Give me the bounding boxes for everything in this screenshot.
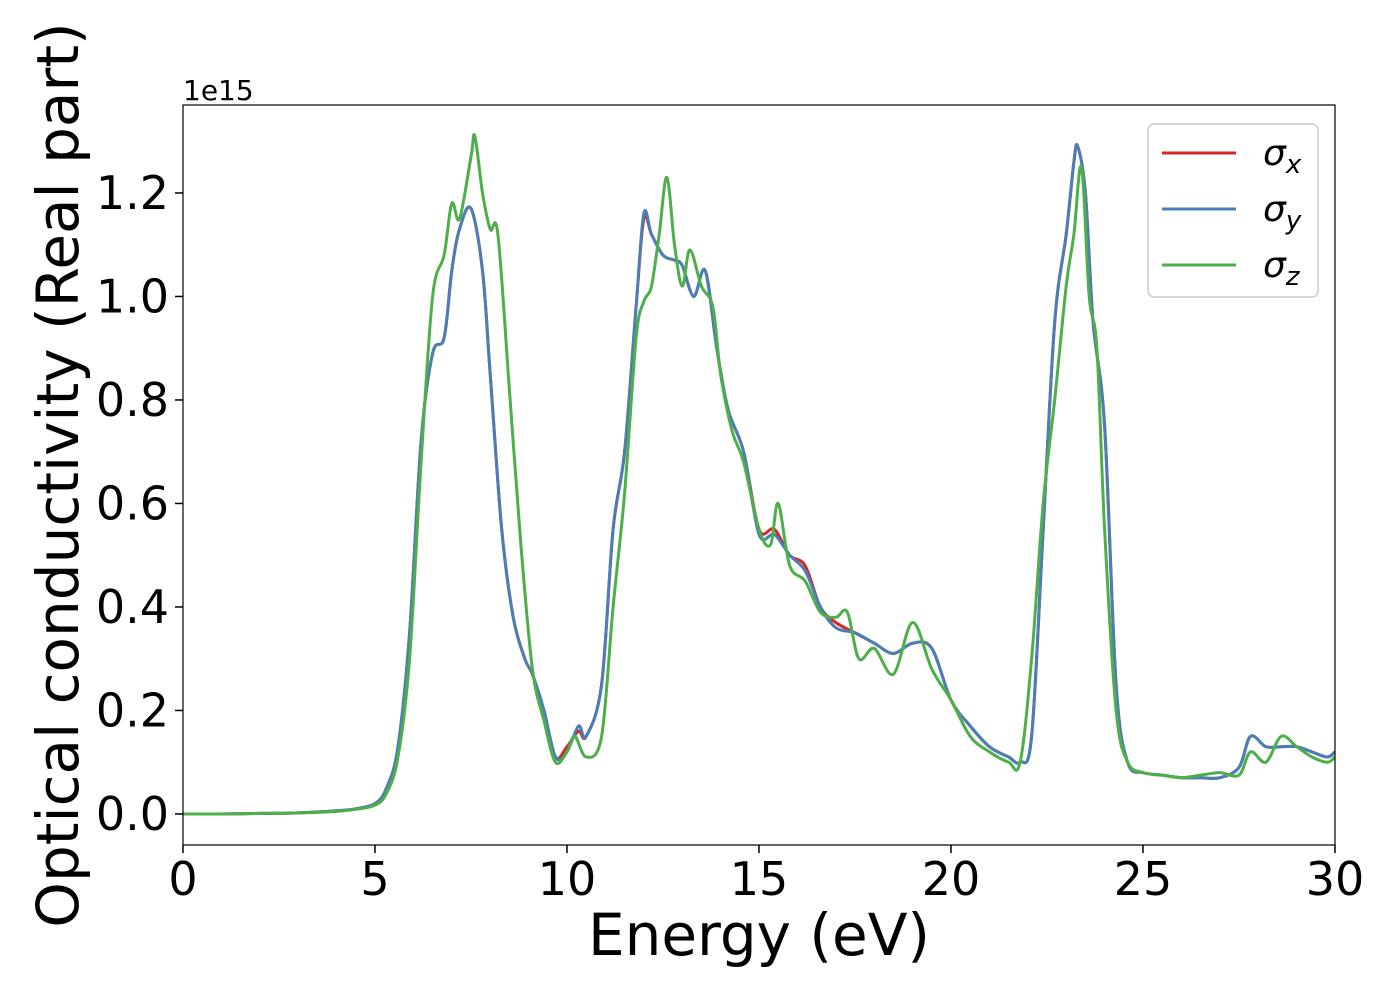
plot-area — [183, 133, 1335, 816]
y-tick-label: 1.2 — [96, 166, 169, 220]
x-tick-label: 30 — [1306, 852, 1365, 906]
y-axis-title: Optical conductivity (Real part) — [24, 22, 92, 927]
y-offset-label: 1e15 — [183, 74, 254, 107]
x-tick-label: 10 — [538, 852, 597, 906]
legend-label-sigma_x: σx — [1263, 133, 1302, 180]
x-tick-label: 5 — [360, 852, 389, 906]
x-axis-title: Energy (eV) — [588, 901, 930, 969]
x-tick-label: 20 — [922, 852, 981, 906]
y-tick-label: 0.4 — [96, 580, 169, 634]
x-tick-label: 0 — [168, 852, 197, 906]
x-tick-label: 25 — [1114, 852, 1173, 906]
x-tick-label: 15 — [730, 852, 789, 906]
y-tick-label: 0.0 — [96, 787, 169, 841]
y-tick-label: 0.6 — [96, 476, 169, 530]
y-tick-label: 0.8 — [96, 373, 169, 427]
legend: σx σy σz — [1147, 123, 1319, 298]
series-line-sigma_z — [183, 133, 1335, 816]
series-line-sigma_y — [183, 143, 1335, 816]
legend-label-sigma_z: σz — [1263, 245, 1301, 292]
y-axis: 0.0 0.2 0.4 0.6 0.8 1.0 1.2 — [96, 166, 183, 841]
x-axis: 0 5 10 15 20 25 30 — [168, 845, 1364, 906]
plot-frame — [182, 104, 1336, 846]
legend-label-sigma_y: σy — [1263, 189, 1302, 236]
y-tick-label: 0.2 — [96, 683, 169, 737]
y-tick-label: 1.0 — [96, 269, 169, 323]
